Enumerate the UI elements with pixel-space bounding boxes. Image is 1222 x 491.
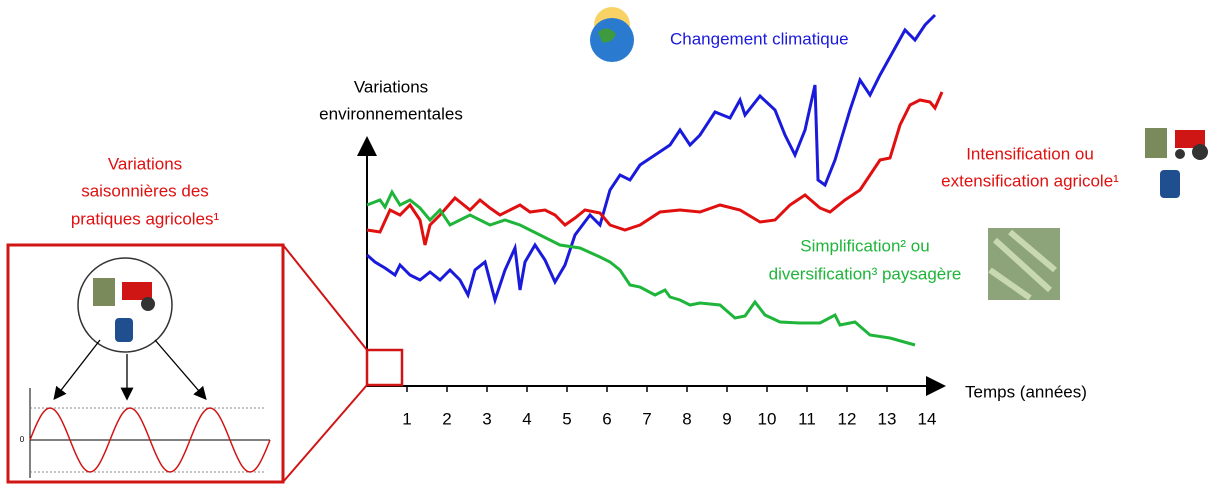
agriculture-curve [366,91,944,246]
x-axis-label: Temps (années) [965,382,1087,401]
x-tick-label: 12 [838,409,857,428]
inset-title: saisonnières des [81,181,209,200]
tractor-icon [122,282,152,300]
x-tick-label: 3 [482,409,491,428]
climate-curve [366,13,937,306]
zoom-square [365,348,404,387]
sprayer-icon [115,318,133,342]
x-tick-label: 13 [878,409,897,428]
y-axis-label: environnementales [319,104,463,123]
x-tick-label: 7 [642,409,651,428]
y-axis-label: Variations [354,77,428,96]
zoom-line [282,384,368,483]
x-tick-label: 9 [722,409,731,428]
curve-label: Intensification ou [966,144,1094,163]
seasonal-curve [29,407,271,473]
bag-icon [93,278,115,306]
x-tick-label: 1 [402,409,411,428]
curve-label: diversification³ paysagère [769,264,962,283]
inset-zero-label: 0 [20,435,25,444]
x-tick-label: 11 [798,409,816,428]
arrow [53,339,101,401]
inset-box [6,243,285,484]
x-tick-label: 4 [522,409,531,428]
inset-title: pratiques agricoles¹ [71,209,220,228]
arrow [154,339,207,400]
globe-icon [590,7,634,62]
x-tick-label: 5 [562,409,571,428]
inset-title: Variations [108,154,182,173]
farm-icon [1145,128,1208,198]
zoom-line [282,244,368,351]
x-tick-label: 10 [758,409,777,428]
tractor-wheel [141,297,155,311]
x-tick-label: 2 [442,409,451,428]
x-tick-label: 8 [682,409,691,428]
x-ticks: 1 2 3 4 5 6 7 8 9 10 11 12 13 14 [402,386,936,428]
x-tick-label: 6 [602,409,611,428]
x-tick-label: 14 [918,409,937,428]
curve-label: Changement climatique [670,29,849,48]
curve-label: Simplification² ou [800,236,929,255]
landscape-curve [366,188,916,347]
curve-label: extensification agricole¹ [941,171,1119,190]
landscape-image-fields [988,229,1057,301]
